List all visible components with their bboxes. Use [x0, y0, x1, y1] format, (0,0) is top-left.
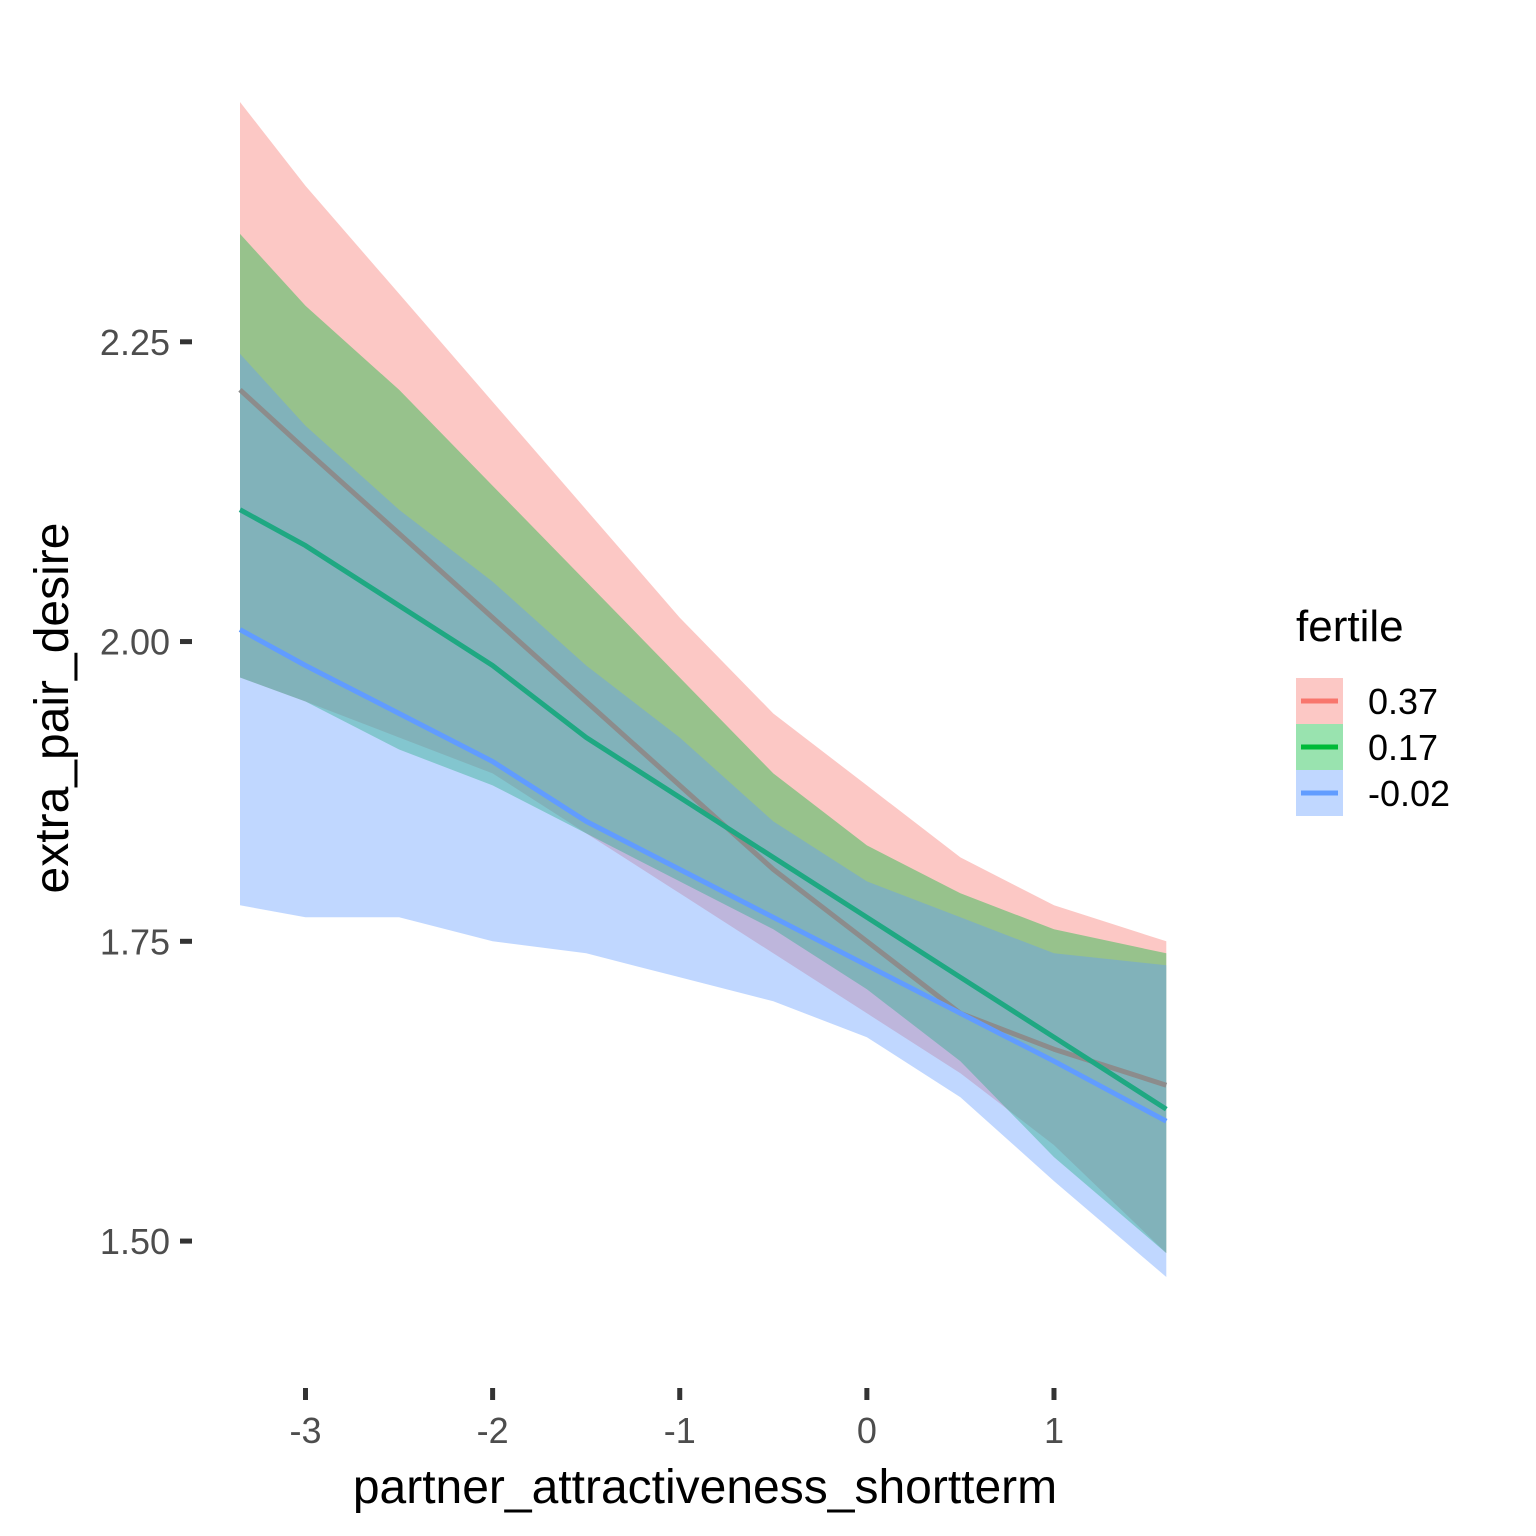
legend-label: -0.02	[1368, 773, 1450, 814]
confidence-band-0	[240, 102, 1167, 1254]
y-tick-label: 2.00	[100, 622, 170, 663]
legend-label: 0.37	[1368, 681, 1438, 722]
trend-line-2	[238, 627, 1168, 1124]
y-tick-label: 1.75	[100, 921, 170, 962]
trend-line-1	[238, 507, 1168, 1112]
x-tick-label: 0	[857, 1410, 877, 1451]
y-tick-label: 1.50	[100, 1221, 170, 1262]
x-tick-label: -2	[477, 1410, 509, 1451]
confidence-bands	[240, 102, 1167, 1277]
legend: fertile 0.37 0.17 -0.02	[1296, 602, 1450, 816]
y-tick-label: 2.25	[100, 322, 170, 363]
trend-line-0	[238, 387, 1168, 1088]
y-axis-title: extra_pair_desire	[26, 523, 79, 894]
x-axis-title: partner_attractiveness_shortterm	[353, 1461, 1057, 1514]
x-tick-label: -3	[289, 1410, 321, 1451]
y-axis: 1.50 1.75 2.00 2.25	[100, 322, 192, 1262]
legend-title: fertile	[1296, 602, 1404, 651]
x-axis: -3 -2 -1 0 1	[289, 1388, 1064, 1451]
legend-label: 0.17	[1368, 727, 1438, 768]
x-tick-label: 1	[1044, 1410, 1064, 1451]
trend-lines	[238, 387, 1168, 1124]
x-tick-label: -1	[664, 1410, 696, 1451]
